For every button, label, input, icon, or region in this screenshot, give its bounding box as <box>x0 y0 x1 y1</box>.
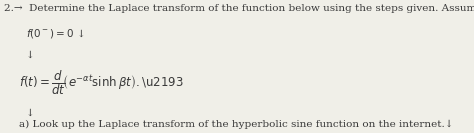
Text: 2.→  Determine the Laplace transform of the function below using the steps given: 2.→ Determine the Laplace transform of t… <box>4 4 474 13</box>
Text: a) Look up the Laplace transform of the hyperbolic sine function on the internet: a) Look up the Laplace transform of the … <box>19 120 454 129</box>
Text: $f(t) = \dfrac{d}{dt}\!\left(e^{-\alpha t}\mathrm{sinh}\,\beta t\right).$\u2193: $f(t) = \dfrac{d}{dt}\!\left(e^{-\alpha … <box>19 69 183 97</box>
Text: $f(0^-)=0$ ↓: $f(0^-)=0$ ↓ <box>26 27 85 40</box>
Text: ↓: ↓ <box>26 109 35 118</box>
Text: ↓: ↓ <box>26 51 35 60</box>
